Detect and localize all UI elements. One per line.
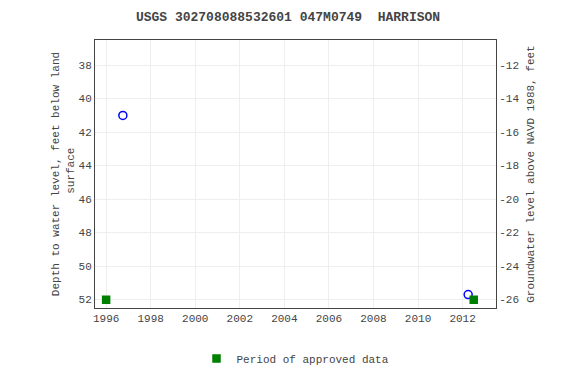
svg-text:-14: -14 [499, 93, 519, 105]
svg-text:-12: -12 [499, 60, 519, 72]
svg-text:1996: 1996 [93, 313, 119, 325]
svg-text:-18: -18 [499, 160, 519, 172]
svg-text:-26: -26 [499, 294, 519, 306]
svg-text:-16: -16 [499, 127, 519, 139]
svg-text:Depth to water level, feet bel: Depth to water level, feet below land su… [50, 52, 76, 296]
svg-text:-24: -24 [499, 261, 519, 273]
svg-text:2000: 2000 [182, 313, 208, 325]
svg-text:2006: 2006 [316, 313, 342, 325]
svg-text:Groundwater level above NAVD 1: Groundwater level above NAVD 1988, feet [525, 45, 537, 302]
svg-text:2008: 2008 [360, 313, 386, 325]
svg-text:44: 44 [79, 160, 93, 172]
svg-text:2012: 2012 [449, 313, 475, 325]
svg-text:2002: 2002 [227, 313, 253, 325]
svg-text:-20: -20 [499, 194, 519, 206]
svg-text:USGS 302708088532601 047M0749: USGS 302708088532601 047M0749 HARRISON [136, 10, 440, 25]
svg-text:40: 40 [79, 93, 92, 105]
svg-text:2004: 2004 [271, 313, 298, 325]
svg-text:48: 48 [79, 227, 92, 239]
svg-text:2010: 2010 [405, 313, 431, 325]
svg-text:-22: -22 [499, 227, 519, 239]
svg-text:42: 42 [79, 127, 92, 139]
svg-text:46: 46 [79, 194, 92, 206]
svg-text:52: 52 [79, 294, 92, 306]
svg-text:38: 38 [79, 60, 92, 72]
svg-text:1998: 1998 [137, 313, 163, 325]
svg-text:50: 50 [79, 261, 92, 273]
svg-text:Period of approved data: Period of approved data [237, 354, 389, 366]
